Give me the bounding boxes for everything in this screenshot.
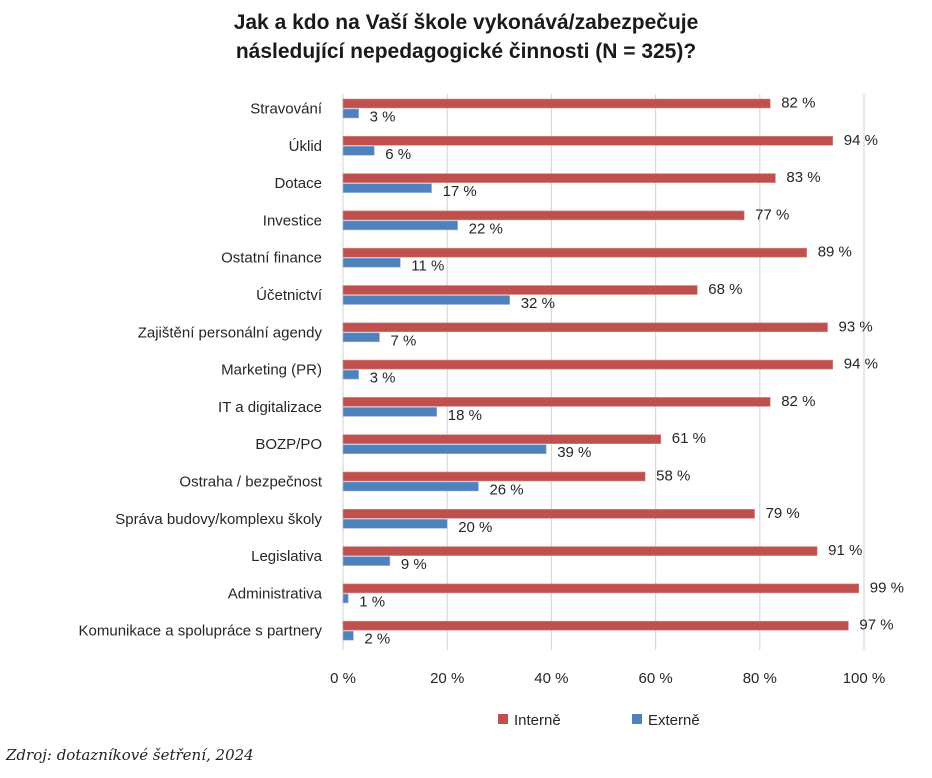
- bar-externe: [342, 444, 547, 455]
- bar-interne: [342, 136, 834, 146]
- x-tick-label: 100 %: [843, 670, 886, 687]
- data-label-externe: 3 %: [370, 109, 396, 126]
- bar-interne: [342, 210, 745, 221]
- data-label-interne: 79 %: [766, 505, 800, 522]
- data-label-externe: 26 %: [489, 482, 523, 499]
- chart-title: Jak a kdo na Vaší škole vykonává/zabezpe…: [0, 8, 932, 66]
- category-label: BOZP/PO: [255, 436, 322, 453]
- bar-interne: [342, 397, 771, 407]
- bar-externe: [342, 518, 448, 529]
- bar-externe: [342, 593, 349, 604]
- bar-externe: [342, 257, 401, 268]
- bar-externe: [342, 407, 438, 417]
- bar-interne: [342, 620, 849, 631]
- x-tick-label: 40 %: [534, 670, 568, 687]
- data-label-externe: 20 %: [458, 519, 492, 536]
- category-label: Ostraha / bezpečnost: [179, 474, 322, 491]
- data-label-externe: 2 %: [364, 631, 390, 648]
- data-label-externe: 3 %: [370, 370, 396, 387]
- data-labels: 82 % 3 % 94 % 6 % 83 % 17 % 77 % 22 % 89 % 11 % 68…: [359, 95, 904, 648]
- x-tick-label: 20 %: [430, 670, 464, 687]
- bar-interne: [342, 247, 807, 258]
- data-label-externe: 39 %: [557, 444, 591, 461]
- data-label-interne: 99 %: [870, 579, 904, 596]
- bar-interne: [342, 173, 776, 183]
- data-label-interne: 94 %: [844, 132, 878, 149]
- legend-swatch-externe: [632, 714, 642, 724]
- category-label: Komunikace a spolupráce s partnery: [79, 623, 323, 640]
- category-label: Zajištění personální agendy: [138, 324, 323, 341]
- data-label-interne: 82 %: [781, 95, 815, 112]
- x-axis-tick-labels: 0 % 20 % 40 % 60 % 80 % 100 %: [330, 670, 885, 687]
- bar-interne: [342, 546, 818, 556]
- data-label-externe: 22 %: [469, 220, 503, 237]
- bars: [342, 98, 860, 641]
- data-label-interne: 91 %: [828, 542, 862, 559]
- data-label-externe: 11 %: [411, 258, 444, 275]
- category-label: Legislativa: [251, 548, 323, 565]
- bar-externe: [342, 481, 479, 492]
- data-label-externe: 1 %: [359, 593, 385, 610]
- data-label-interne: 97 %: [859, 617, 893, 634]
- bar-interne: [342, 98, 771, 109]
- x-tick-label: 80 %: [743, 670, 777, 687]
- category-label: Stravování: [250, 101, 323, 118]
- bar-externe: [342, 183, 432, 193]
- bar-externe: [342, 332, 380, 343]
- bar-interne: [342, 508, 755, 519]
- data-label-interne: 58 %: [656, 468, 690, 485]
- bar-externe: [342, 146, 375, 156]
- legend-swatch-interne: [498, 714, 508, 724]
- data-label-interne: 94 %: [844, 356, 878, 373]
- category-label: IT a digitalizace: [218, 399, 322, 416]
- category-label: Dotace: [274, 175, 322, 192]
- bar-interne: [342, 583, 860, 594]
- bar-externe: [342, 220, 458, 231]
- data-label-interne: 89 %: [818, 244, 852, 261]
- data-label-interne: 77 %: [755, 206, 789, 223]
- data-label-externe: 7 %: [390, 332, 416, 349]
- source-note: Zdroj: dotazníkové šetření, 2024: [6, 746, 254, 764]
- bar-externe: [342, 556, 391, 566]
- legend-label-externe: Externě: [648, 712, 700, 729]
- x-tick-label: 60 %: [638, 670, 672, 687]
- data-label-externe: 9 %: [401, 556, 427, 573]
- bar-externe: [342, 630, 354, 641]
- bar-externe: [342, 369, 359, 380]
- data-label-interne: 68 %: [708, 281, 742, 298]
- bar-externe: [342, 108, 359, 119]
- chart-title-line-1: Jak a kdo na Vaší škole vykonává/zabezpe…: [233, 11, 699, 34]
- category-label: Účetnictví: [256, 287, 323, 304]
- category-label: Marketing (PR): [221, 362, 322, 379]
- data-label-interne: 93 %: [839, 318, 873, 335]
- category-label: Správa budovy/komplexu školy: [115, 511, 322, 528]
- data-label-externe: 17 %: [443, 183, 477, 200]
- data-label-externe: 18 %: [448, 407, 482, 424]
- data-label-interne: 82 %: [781, 393, 815, 410]
- category-label: Administrativa: [228, 585, 323, 602]
- bar-interne: [342, 471, 646, 482]
- category-label: Úklid: [289, 138, 322, 155]
- category-labels: Stravování Úklid Dotace Investice Ostatní fi…: [79, 101, 323, 640]
- bar-interne: [342, 434, 662, 445]
- bar-interne: [342, 322, 828, 333]
- bar-interne: [342, 359, 834, 370]
- bar-interne: [342, 285, 698, 295]
- category-label: Investice: [263, 212, 322, 229]
- legend: Interně Externě: [498, 712, 700, 729]
- category-label: Ostatní finance: [221, 250, 322, 267]
- data-label-externe: 32 %: [521, 295, 555, 312]
- x-tick-label: 0 %: [330, 670, 356, 687]
- legend-label-interne: Interně: [514, 712, 561, 729]
- data-label-interne: 83 %: [786, 169, 820, 186]
- data-label-interne: 61 %: [672, 430, 706, 447]
- data-label-externe: 6 %: [385, 146, 411, 163]
- chart-title-line-2: následující nepedagogické činnosti (N = …: [235, 40, 697, 63]
- bar-externe: [342, 295, 511, 305]
